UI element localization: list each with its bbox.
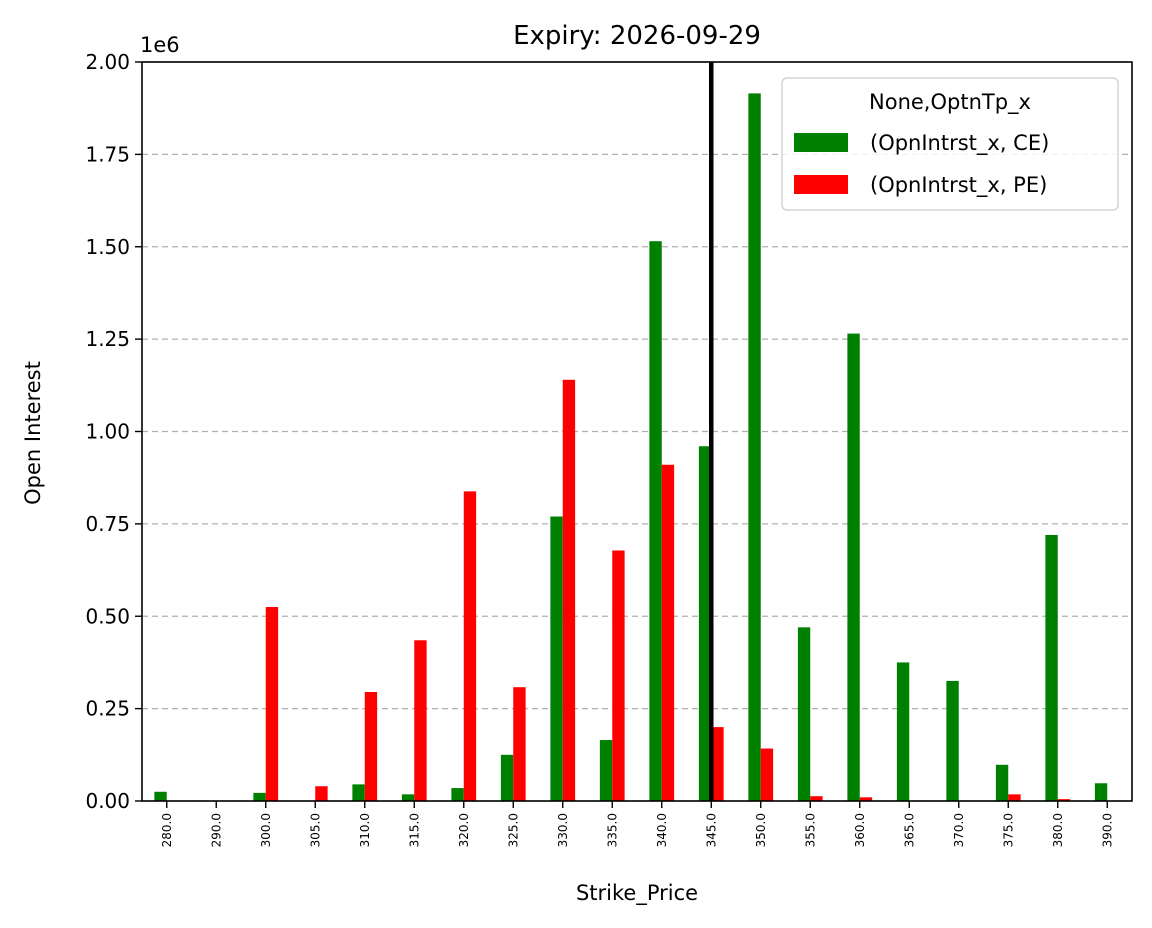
x-tick-label: 380.0 [1051,813,1065,847]
y-tick-label: 1.25 [85,327,130,351]
x-tick-label: 300.0 [259,813,273,847]
bar-ce [550,516,563,801]
bar-ce [500,754,514,801]
bar-ce [649,241,662,801]
bar-pe [513,687,526,801]
x-tick-label: 350.0 [754,813,768,847]
bar-ce [946,680,959,801]
bar-pe [463,491,477,801]
x-tick-label: 330.0 [556,813,570,847]
y-tick-label: 0.00 [85,789,130,813]
y-tick-label: 0.25 [85,697,130,721]
chart-title: Expiry: 2026-09-29 [513,21,761,51]
x-axis-label: Strike_Price [576,881,698,906]
x-tick-label: 320.0 [457,813,471,847]
bar-ce [154,791,167,801]
legend-label-pe: (OpnIntrst_x, PE) [870,173,1047,198]
bar-ce [253,792,266,801]
bar-pe [810,796,823,801]
x-tick-label: 390.0 [1100,813,1114,847]
x-tick-label: 360.0 [853,813,867,847]
bar-ce [847,333,860,801]
legend-title: None,OptnTp_x [869,90,1031,115]
bar-pe [265,607,279,801]
bar-ce [1094,783,1108,801]
x-tick-label: 310.0 [358,813,372,847]
bar-ce [599,740,613,801]
y-tick-label: 1.00 [85,420,130,444]
y-offset-label: 1e6 [140,33,180,57]
y-tick-label: 0.75 [85,512,130,536]
bar-ce [995,764,1009,801]
bar-ce [1045,534,1058,801]
bar-ce [698,446,712,801]
bar-pe [661,464,675,801]
bar-ce [896,662,910,801]
x-tick-label: 340.0 [655,813,669,847]
y-tick-label: 2.00 [85,50,130,74]
legend-label-ce: (OpnIntrst_x, CE) [870,131,1049,156]
bar-pe [364,691,378,801]
x-tick-label: 335.0 [605,813,619,847]
x-tick-label: 315.0 [407,813,421,847]
x-tick-label: 325.0 [506,813,520,847]
bar-pe [1008,794,1021,801]
x-tick-label: 365.0 [902,813,916,847]
bar-ce [401,794,415,801]
bars [154,93,1108,802]
x-tick-label: 370.0 [952,813,966,847]
bar-ce [352,784,365,801]
bar-ce [748,93,761,802]
bar-ce [451,788,464,801]
bar-pe [562,379,576,801]
x-tick-label: 290.0 [209,813,223,847]
bar-pe [859,797,873,801]
x-tick-label: 305.0 [308,813,322,847]
bar-ce [797,627,811,801]
bar-pe [612,550,625,801]
legend-swatch-pe [794,175,848,194]
bar-pe [760,748,774,801]
y-axis-label: Open Interest [21,361,45,505]
legend: None,OptnTp_x (OpnIntrst_x, CE) (OpnIntr… [781,77,1119,211]
y-tick-label: 1.75 [85,142,130,166]
x-axis: 280.0 290.0 300.0 305.0 310.0 315.0 320.0 325.0… [160,801,1114,847]
x-tick-label: 345.0 [704,813,718,847]
bar-pe [414,640,427,801]
legend-swatch-ce [794,133,848,152]
x-tick-label: 375.0 [1001,813,1015,847]
bar-pe [315,786,328,801]
y-tick-label: 1.50 [85,235,130,259]
y-axis: 0.00 0.25 0.50 0.75 1.00 1.25 1.50 1.75 2.00 [85,50,142,813]
legend-box [781,77,1119,211]
x-tick-label: 280.0 [160,813,174,847]
y-tick-label: 0.50 [85,604,130,628]
bar-pe [711,727,724,801]
x-tick-label: 355.0 [803,813,817,847]
bar-pe [1057,799,1071,801]
